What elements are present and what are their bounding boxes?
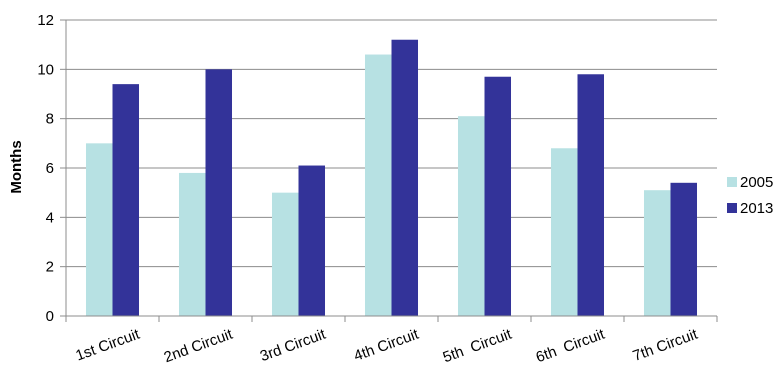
bar-2013-1 (112, 84, 140, 316)
x-tick-label: 3rd Circuit (258, 326, 329, 366)
legend-swatch-2013 (727, 203, 737, 213)
x-tick-label: 6th Circuit (534, 326, 608, 367)
legend-label-2005: 2005 (740, 174, 773, 191)
bar-2013-6 (577, 74, 605, 317)
bar-2005-7 (643, 190, 671, 316)
x-tick-labels: 1st Circuit 2nd Circuit 3rd Circuit 4th Cir… (73, 326, 700, 367)
bar-2005-6 (550, 148, 578, 316)
x-tick-label: 7th Circuit (631, 326, 701, 365)
bar-2013-5 (484, 76, 512, 316)
legend-label-2013: 2013 (740, 200, 773, 217)
bar-2005-2 (178, 172, 206, 316)
y-tick-label: 6 (46, 160, 54, 177)
legend-swatch-2005 (727, 177, 737, 187)
y-tick-label: 8 (46, 111, 54, 128)
bar-2013-3 (298, 165, 326, 316)
x-tick-label: 2nd Circuit (162, 326, 236, 367)
x-tick-label: 1st Circuit (73, 326, 142, 365)
bar-2013-2 (205, 69, 233, 316)
y-tick-label: 2 (46, 259, 54, 276)
bar-2005-5 (457, 116, 485, 316)
y-tick-label: 10 (37, 61, 54, 78)
bar-2013-7 (670, 182, 698, 316)
y-axis-title: Months (8, 140, 25, 193)
x-tick-label: 5th Circuit (441, 326, 515, 367)
legend: 2005 2013 (727, 174, 773, 217)
bar-2005-1 (85, 143, 113, 316)
y-tick-label: 12 (37, 12, 54, 29)
bar-2013-4 (391, 39, 419, 316)
y-tick-label: 0 (46, 308, 54, 325)
bar-2005-4 (364, 54, 392, 317)
y-tick-labels: 0 2 4 6 8 10 12 (37, 12, 54, 325)
x-tick-label: 4th Circuit (352, 326, 422, 365)
y-tick-label: 4 (46, 209, 54, 226)
bars (85, 39, 698, 317)
bar-2005-3 (271, 192, 299, 316)
axes (60, 19, 718, 322)
